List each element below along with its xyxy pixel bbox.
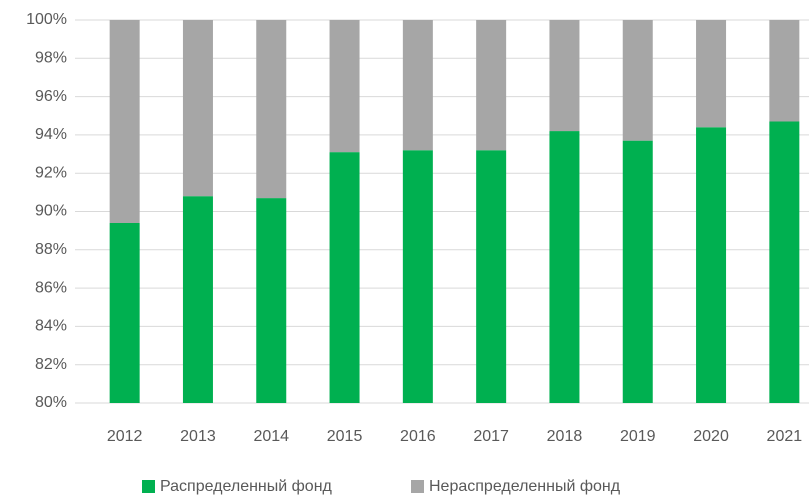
y-tick-label: 84%	[35, 318, 67, 335]
bar-segment	[769, 20, 800, 122]
y-tick-label: 86%	[35, 279, 67, 296]
y-tick-label: 92%	[35, 164, 67, 181]
bar-segment	[476, 20, 507, 151]
y-tick-label: 90%	[35, 203, 67, 220]
y-tick-label: 100%	[26, 11, 67, 28]
x-tick-label: 2015	[327, 428, 363, 445]
x-tick-label: 2012	[107, 428, 143, 445]
x-tick-label: 2019	[620, 428, 656, 445]
y-tick-label: 98%	[35, 50, 67, 67]
y-tick-label: 94%	[35, 126, 67, 143]
x-tick-label: 2013	[180, 428, 216, 445]
legend-label: Распределенный фонд	[160, 478, 333, 495]
bar-segment	[329, 152, 360, 403]
bar-segment	[109, 222, 140, 403]
x-tick-label: 2017	[473, 428, 509, 445]
y-tick-label: 80%	[35, 394, 67, 411]
bar-segment	[329, 20, 360, 153]
x-tick-label: 2021	[767, 428, 803, 445]
legend-label: Нераспределенный фонд	[429, 478, 621, 495]
bar-segment	[549, 131, 580, 403]
bar-segment	[402, 20, 433, 151]
bar-segment	[549, 20, 580, 132]
bar-segment	[696, 127, 727, 404]
bar-segment	[476, 150, 507, 403]
y-tick-label: 88%	[35, 241, 67, 258]
bar-segment	[182, 196, 213, 403]
legend-swatch	[411, 480, 424, 493]
bar-segment	[109, 20, 140, 223]
x-tick-label: 2014	[253, 428, 289, 445]
bar-segment	[696, 20, 727, 128]
bar-segment	[769, 121, 800, 404]
bar-segment	[182, 20, 213, 197]
x-tick-label: 2016	[400, 428, 436, 445]
bar-segment	[622, 20, 653, 141]
bar-segment	[622, 140, 653, 403]
bar-segment	[256, 20, 287, 199]
bar-segment	[402, 150, 433, 403]
y-tick-label: 82%	[35, 356, 67, 373]
legend-swatch	[142, 480, 155, 493]
y-tick-label: 96%	[35, 88, 67, 105]
x-tick-label: 2020	[693, 428, 729, 445]
x-tick-label: 2018	[547, 428, 583, 445]
bar-segment	[256, 198, 287, 403]
